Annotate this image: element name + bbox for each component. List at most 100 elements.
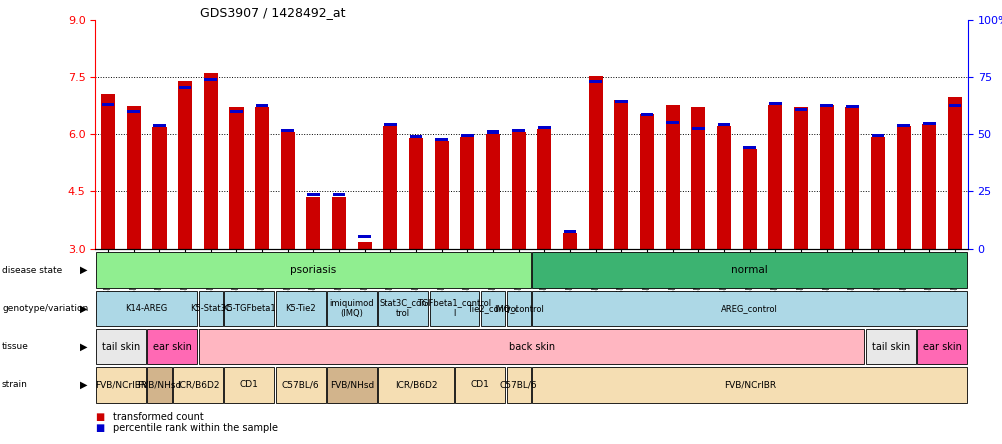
Bar — [639, 115, 653, 249]
Bar — [537, 126, 550, 129]
Text: K5-Tie2: K5-Tie2 — [285, 304, 316, 313]
FancyBboxPatch shape — [865, 329, 915, 364]
Text: FVB/NCrIBR: FVB/NCrIBR — [723, 381, 775, 389]
FancyBboxPatch shape — [532, 291, 966, 326]
Bar — [486, 134, 500, 249]
FancyBboxPatch shape — [198, 329, 864, 364]
Bar — [255, 107, 269, 249]
FancyBboxPatch shape — [96, 329, 145, 364]
Bar — [769, 102, 781, 105]
Bar — [332, 197, 346, 249]
FancyBboxPatch shape — [276, 367, 326, 403]
Bar — [358, 242, 372, 249]
Text: ear skin: ear skin — [922, 341, 961, 352]
Bar — [435, 138, 448, 141]
Bar — [871, 135, 884, 137]
Text: percentile rank within the sample: percentile rank within the sample — [113, 424, 279, 433]
Bar — [614, 100, 627, 103]
Bar — [409, 138, 423, 249]
Text: tail skin: tail skin — [102, 341, 140, 352]
Bar — [511, 132, 525, 249]
Bar — [486, 131, 499, 134]
Text: genotype/variation: genotype/variation — [2, 304, 88, 313]
Bar — [434, 141, 448, 249]
Bar — [282, 129, 294, 132]
Bar — [717, 123, 729, 126]
Text: K14-AREG: K14-AREG — [125, 304, 167, 313]
Bar — [947, 97, 961, 249]
FancyBboxPatch shape — [147, 367, 171, 403]
FancyBboxPatch shape — [532, 252, 966, 288]
Text: tail skin: tail skin — [871, 341, 909, 352]
Text: ▶: ▶ — [80, 303, 87, 313]
FancyBboxPatch shape — [327, 291, 377, 326]
Bar — [640, 113, 652, 116]
FancyBboxPatch shape — [173, 367, 222, 403]
Text: tissue: tissue — [2, 342, 29, 351]
Bar — [588, 76, 602, 249]
FancyBboxPatch shape — [917, 329, 966, 364]
Text: ICR/B6D2: ICR/B6D2 — [176, 381, 219, 389]
Bar — [794, 107, 808, 249]
FancyBboxPatch shape — [96, 291, 197, 326]
Bar — [307, 193, 320, 196]
Bar — [948, 104, 961, 107]
Bar — [306, 197, 321, 249]
Bar — [742, 146, 756, 149]
Bar — [589, 80, 601, 83]
Text: ▶: ▶ — [80, 341, 87, 352]
Text: K5-Stat3C: K5-Stat3C — [189, 304, 231, 313]
Bar — [203, 72, 217, 249]
Bar — [537, 129, 551, 249]
Bar — [794, 107, 807, 111]
Bar — [665, 121, 678, 123]
FancyBboxPatch shape — [378, 291, 428, 326]
Bar — [229, 110, 242, 113]
Text: ▶: ▶ — [80, 380, 87, 390]
Bar — [897, 124, 909, 127]
Bar — [512, 129, 525, 132]
Text: Stat3C_con
trol: Stat3C_con trol — [379, 299, 427, 318]
Text: Tie2_control: Tie2_control — [467, 304, 518, 313]
Bar — [922, 123, 936, 249]
FancyBboxPatch shape — [147, 329, 197, 364]
Bar — [461, 135, 473, 137]
Bar — [460, 137, 474, 249]
Bar — [383, 126, 397, 249]
Bar — [256, 104, 269, 107]
Bar — [562, 234, 576, 249]
Text: FVB/NHsd: FVB/NHsd — [330, 381, 374, 389]
Bar — [178, 81, 192, 249]
Bar — [204, 78, 216, 81]
Bar — [846, 105, 858, 108]
Bar — [819, 105, 833, 249]
Text: IMQ_control: IMQ_control — [493, 304, 543, 313]
Text: disease state: disease state — [2, 266, 62, 274]
Text: ▶: ▶ — [80, 265, 87, 275]
Text: FVB/NCrIBR: FVB/NCrIBR — [95, 381, 147, 389]
FancyBboxPatch shape — [481, 291, 505, 326]
Bar — [741, 149, 757, 249]
Bar — [716, 126, 730, 249]
FancyBboxPatch shape — [532, 367, 966, 403]
FancyBboxPatch shape — [198, 291, 222, 326]
Text: imiquimod
(IMQ): imiquimod (IMQ) — [330, 299, 374, 318]
FancyBboxPatch shape — [224, 367, 274, 403]
Text: GDS3907 / 1428492_at: GDS3907 / 1428492_at — [199, 6, 345, 19]
FancyBboxPatch shape — [506, 291, 530, 326]
Bar — [563, 230, 576, 234]
Bar — [384, 123, 397, 126]
Bar — [691, 127, 704, 130]
Text: CD1: CD1 — [470, 381, 489, 389]
Text: transformed count: transformed count — [113, 412, 203, 422]
FancyBboxPatch shape — [378, 367, 453, 403]
Text: CD1: CD1 — [239, 381, 259, 389]
FancyBboxPatch shape — [276, 291, 326, 326]
Text: K5-TGFbeta1: K5-TGFbeta1 — [222, 304, 276, 313]
Bar — [870, 137, 884, 249]
Bar — [614, 100, 628, 249]
FancyBboxPatch shape — [506, 367, 530, 403]
Text: ■: ■ — [95, 424, 104, 433]
FancyBboxPatch shape — [96, 367, 145, 403]
Bar — [281, 132, 295, 249]
